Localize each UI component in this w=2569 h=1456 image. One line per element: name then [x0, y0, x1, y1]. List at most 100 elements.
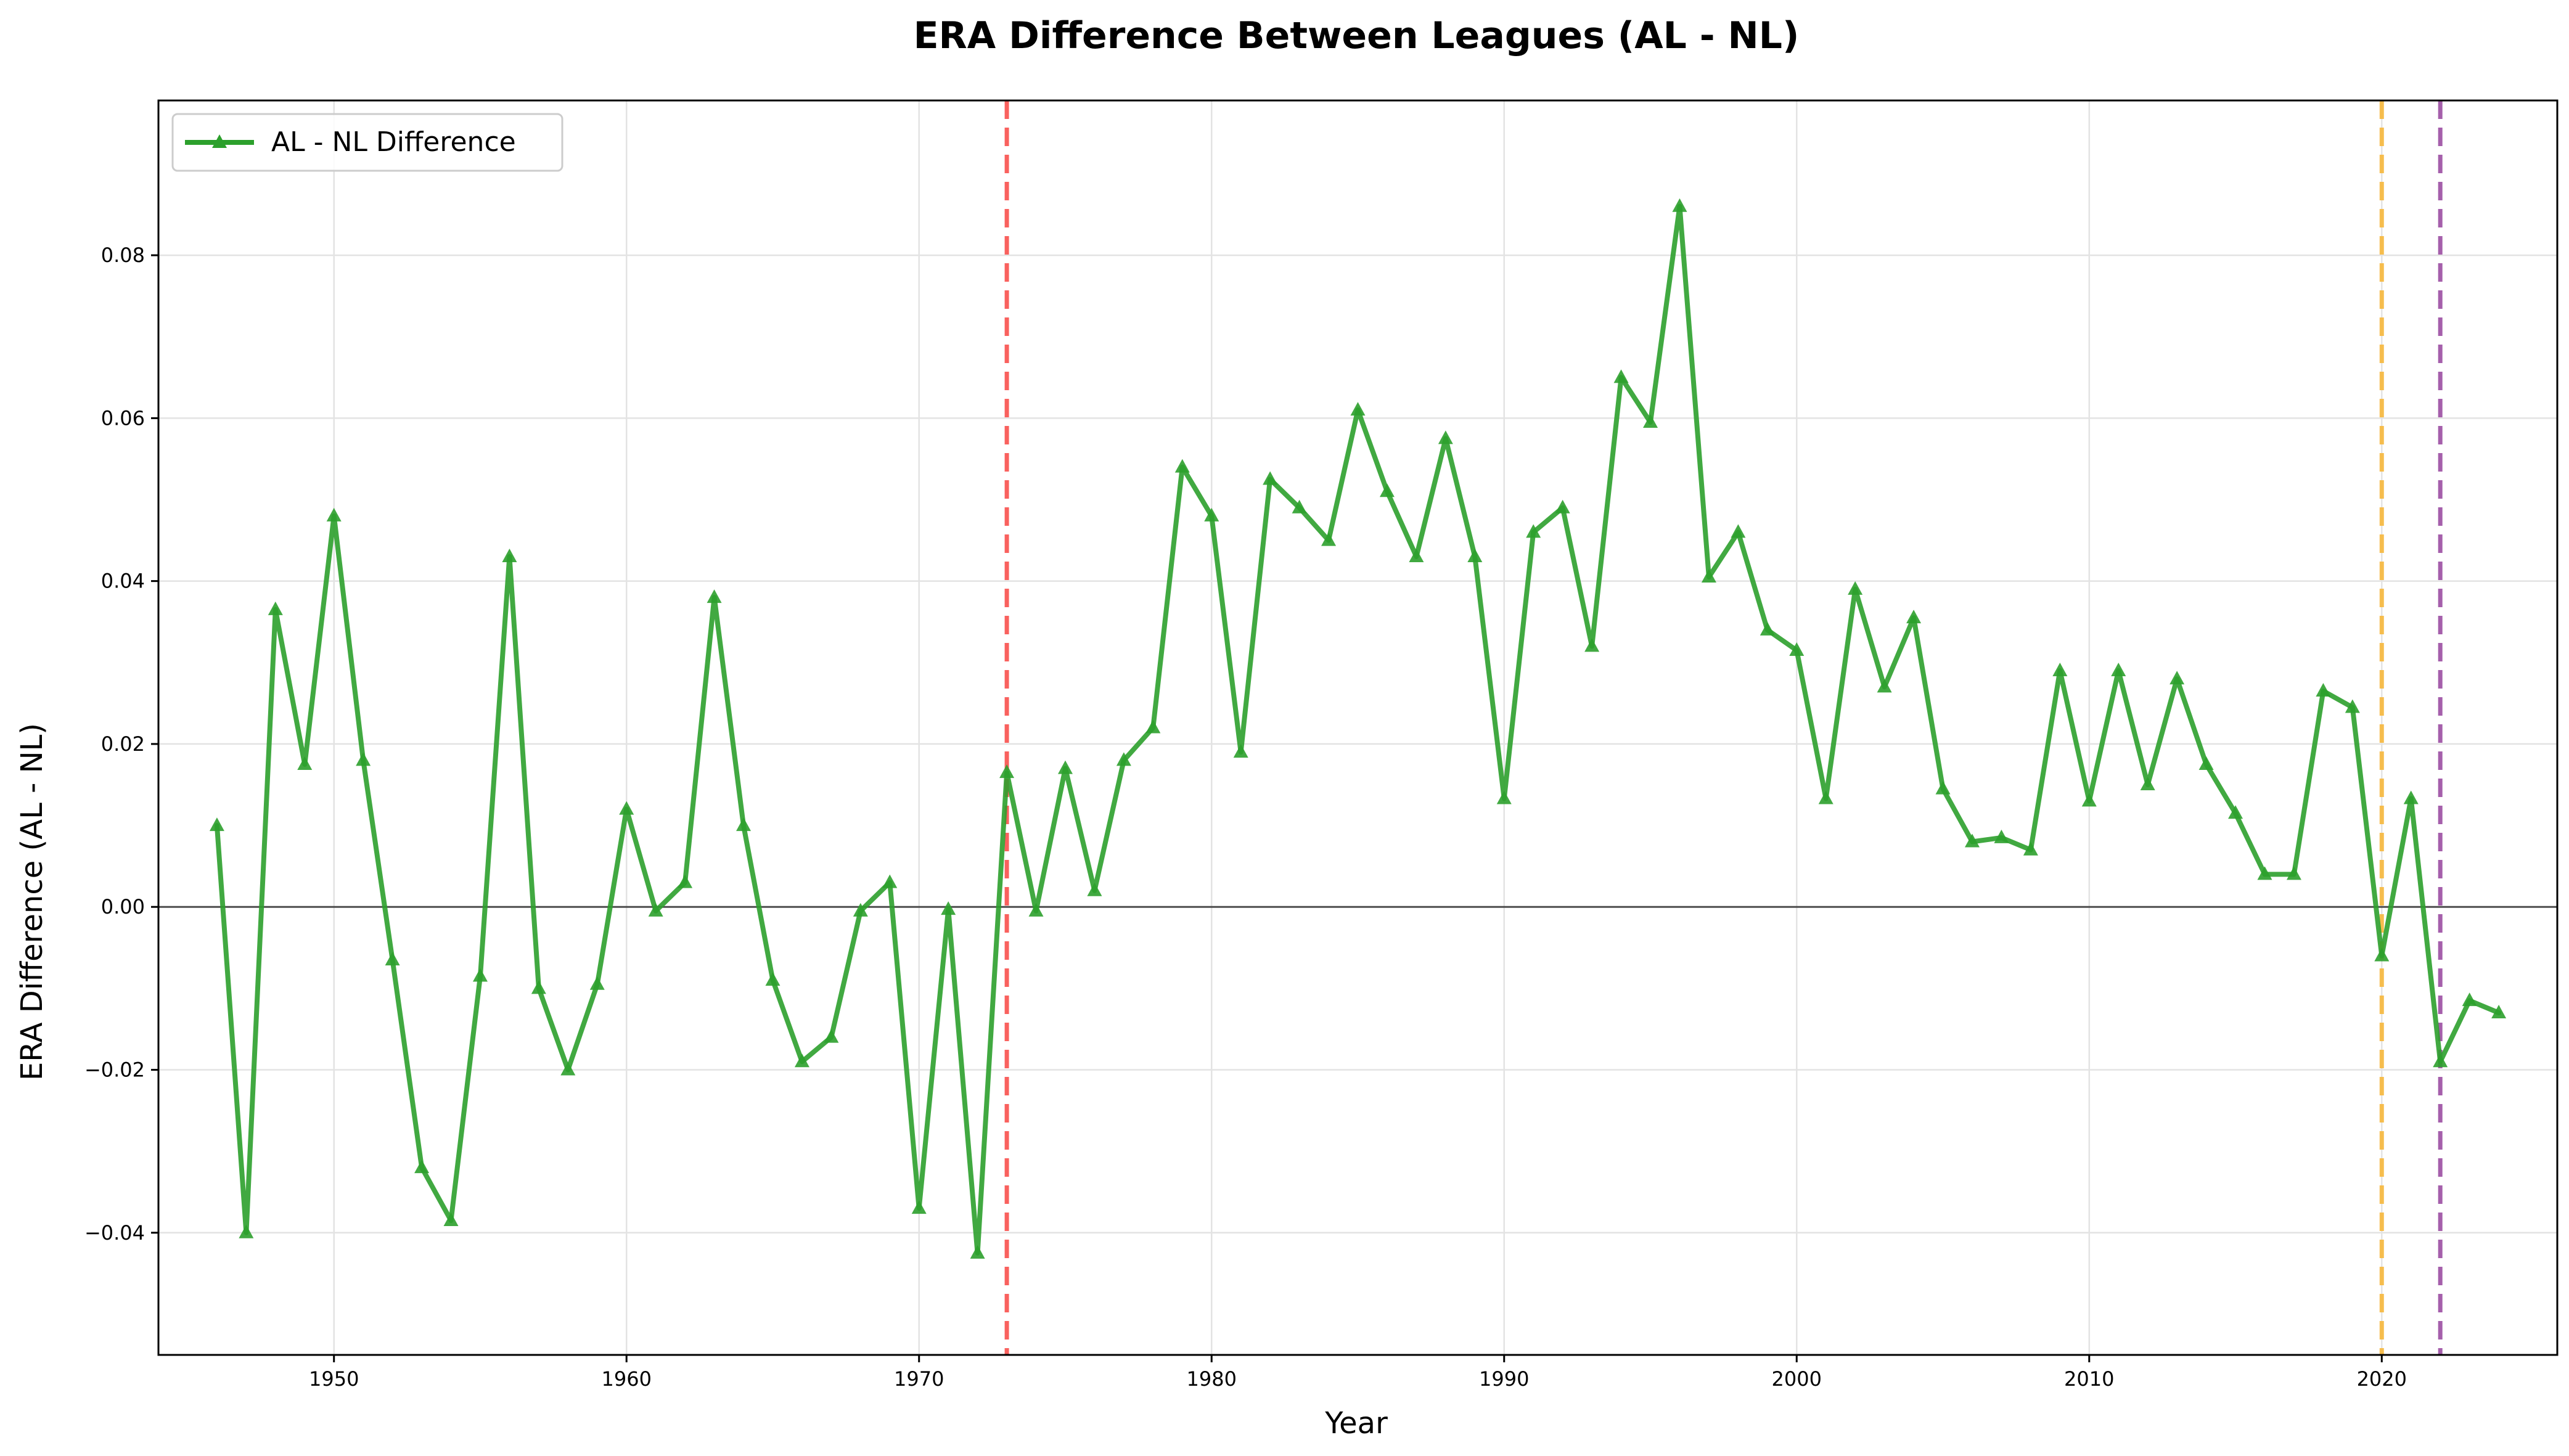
data-point-1948 — [268, 601, 283, 615]
x-tick-label: 1990 — [1479, 1367, 1529, 1391]
data-point-1992 — [1555, 499, 1570, 513]
data-point-2024 — [2491, 1005, 2507, 1018]
data-point-1999 — [1760, 621, 1775, 636]
data-point-1984 — [1321, 532, 1337, 546]
data-point-1955 — [472, 968, 488, 982]
data-point-1960 — [619, 801, 634, 815]
data-point-1959 — [589, 976, 605, 990]
data-point-2011 — [2111, 663, 2126, 676]
x-tick-label: 1950 — [309, 1367, 359, 1391]
data-point-1957 — [531, 980, 546, 994]
data-point-1969 — [882, 874, 898, 888]
data-point-2001 — [1818, 790, 1834, 804]
data-point-2018 — [2316, 683, 2331, 697]
data-point-1971 — [941, 901, 956, 915]
x-tick-label: 1960 — [602, 1367, 652, 1391]
data-point-1993 — [1584, 638, 1600, 652]
axes-frame — [157, 99, 2559, 1356]
data-point-1980 — [1204, 507, 1219, 521]
x-tick-label: 2010 — [2064, 1367, 2114, 1391]
data-point-1977 — [1116, 752, 1131, 766]
y-tick-label: 0.02 — [101, 732, 145, 756]
y-tick-label: −0.02 — [84, 1058, 145, 1082]
data-point-2005 — [1935, 780, 1951, 795]
data-point-1949 — [297, 756, 313, 770]
data-point-1965 — [765, 972, 781, 986]
legend-label: AL - NL Difference — [271, 126, 516, 158]
y-tick-label: 0.08 — [101, 243, 145, 267]
data-point-1967 — [824, 1029, 839, 1043]
data-point-2007 — [1994, 829, 2009, 843]
data-point-1985 — [1350, 402, 1366, 416]
data-point-2015 — [2228, 805, 2243, 819]
data-point-1952 — [385, 952, 400, 966]
x-tick-label: 2000 — [1772, 1367, 1822, 1391]
data-point-2004 — [1906, 610, 1922, 624]
data-point-1995 — [1643, 414, 1658, 428]
y-axis-label: ERA Difference (AL - NL) — [15, 723, 49, 1081]
data-point-1968 — [853, 902, 868, 917]
data-point-2003 — [1877, 679, 1892, 693]
data-point-2022 — [2433, 1053, 2448, 1068]
data-point-1950 — [326, 507, 342, 521]
data-point-1964 — [736, 817, 752, 832]
data-point-1979 — [1174, 459, 1190, 473]
data-point-1978 — [1145, 719, 1161, 734]
data-point-1987 — [1409, 549, 1424, 562]
data-point-2023 — [2462, 992, 2477, 1007]
y-tick-label: −0.04 — [84, 1221, 145, 1245]
data-point-2012 — [2140, 777, 2155, 790]
data-point-1947 — [239, 1224, 254, 1238]
x-tick-label: 1970 — [894, 1367, 944, 1391]
data-point-2017 — [2286, 866, 2301, 880]
data-point-1988 — [1438, 430, 1453, 444]
data-point-1961 — [648, 902, 663, 917]
data-point-1991 — [1526, 524, 1541, 538]
data-point-1954 — [443, 1212, 459, 1226]
data-point-2002 — [1848, 581, 1863, 595]
data-point-1963 — [707, 589, 722, 603]
data-point-1975 — [1057, 760, 1073, 774]
data-point-2016 — [2257, 866, 2272, 880]
data-point-1953 — [414, 1159, 430, 1174]
data-point-1998 — [1731, 524, 1746, 538]
data-point-1996 — [1672, 198, 1687, 212]
data-point-1994 — [1613, 369, 1629, 383]
data-point-1990 — [1496, 790, 1512, 804]
plot-area: 1950 1960 1970 1980 1990 2000 2010 2020 −0.04 −0.… — [84, 99, 2559, 1391]
x-tick-label: 1980 — [1187, 1367, 1237, 1391]
data-point-1973 — [999, 764, 1015, 779]
legend-box — [171, 113, 563, 172]
y-tick-label: 0.00 — [101, 895, 145, 918]
data-point-1951 — [356, 752, 371, 766]
data-point-1981 — [1233, 744, 1248, 758]
data-point-1976 — [1087, 882, 1102, 896]
chart-title: ERA Difference Between Leagues (AL - NL) — [914, 14, 1800, 57]
y-tick-label: 0.06 — [101, 406, 145, 430]
data-point-1989 — [1467, 549, 1483, 562]
data-point-2013 — [2170, 671, 2185, 685]
data-point-1956 — [502, 549, 517, 562]
data-point-2006 — [1964, 833, 1980, 848]
data-point-1972 — [970, 1245, 985, 1259]
data-point-2020 — [2374, 947, 2390, 962]
data-point-2010 — [2081, 793, 2097, 807]
data-point-1970 — [911, 1200, 927, 1214]
data-point-2008 — [2023, 841, 2038, 856]
data-point-1962 — [678, 874, 693, 888]
data-point-2019 — [2345, 699, 2360, 713]
data-point-1983 — [1292, 499, 1307, 513]
legend-marker-icon — [212, 134, 227, 148]
data-point-2009 — [2052, 663, 2068, 676]
y-tick-label: 0.04 — [101, 570, 145, 593]
x-axis-label: Year — [1324, 1406, 1388, 1441]
data-point-1958 — [560, 1061, 576, 1076]
data-point-1997 — [1701, 569, 1716, 583]
data-point-2000 — [1789, 642, 1805, 656]
data-point-2014 — [2198, 756, 2214, 770]
data-point-1986 — [1379, 483, 1395, 497]
data-point-1946 — [209, 817, 224, 832]
data-point-1966 — [794, 1053, 809, 1068]
data-point-1982 — [1263, 471, 1278, 485]
